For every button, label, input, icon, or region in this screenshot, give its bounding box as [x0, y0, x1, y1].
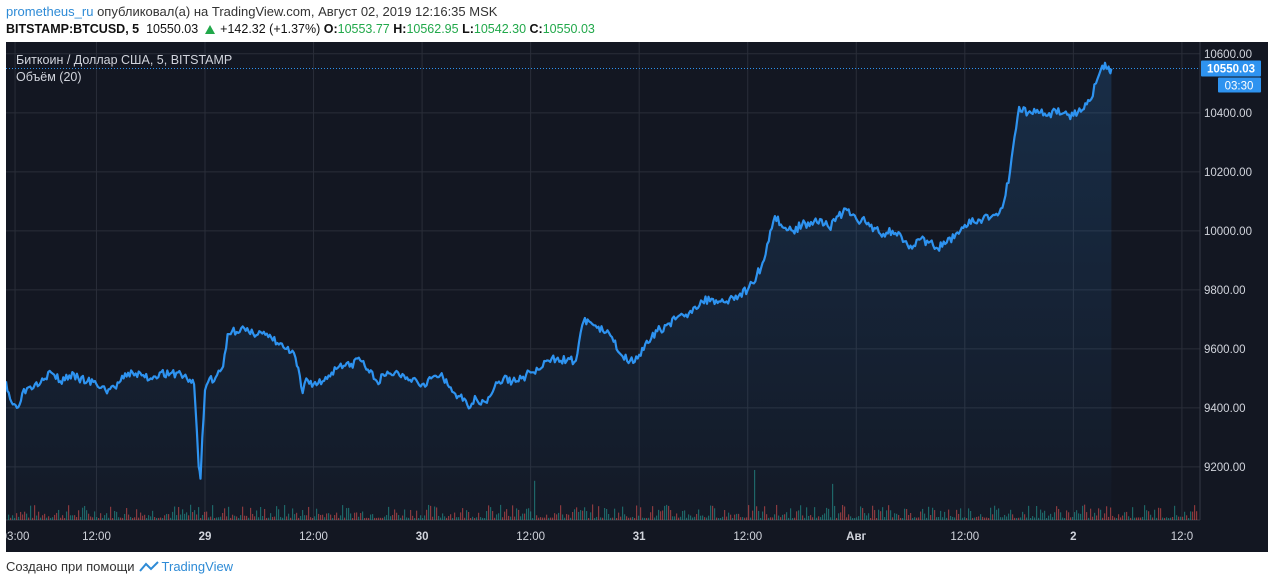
x-tick-label: 30 — [416, 531, 429, 543]
y-tick-label: 9400.00 — [1204, 403, 1246, 415]
volume-bar — [1184, 511, 1186, 520]
x-tick-label: 31 — [633, 531, 646, 543]
volume-bar — [1190, 511, 1192, 520]
volume-bar — [1120, 517, 1122, 520]
volume-bar — [1128, 516, 1130, 520]
tradingview-link[interactable]: TradingView — [161, 559, 234, 574]
volume-bar — [1164, 517, 1166, 520]
volume-bar — [1134, 517, 1136, 520]
volume-bar — [1186, 515, 1188, 520]
timer-badge — [1218, 77, 1261, 93]
x-tick-label: 12:00 — [950, 531, 979, 543]
chart-legend-title: Биткоин / Доллар США, 5, BITSTAMP — [16, 53, 233, 67]
volume-bar — [1168, 518, 1170, 520]
volume-bar — [1170, 517, 1172, 520]
low-value: 10542.30 — [473, 22, 527, 36]
author-link[interactable]: prometheus_ru — [6, 4, 94, 19]
volume-bar — [1148, 511, 1150, 520]
tradingview-logo-icon — [138, 560, 159, 572]
price-chart[interactable]: 10600.00 10400.00 10200.00 10000.00 9800.00 9… — [6, 42, 1268, 552]
price-line — [6, 61, 1113, 480]
volume-bar — [1144, 505, 1146, 520]
volume-bar — [1156, 517, 1158, 520]
volume-bar — [1176, 515, 1178, 520]
price-area — [6, 62, 1112, 521]
footer: Создано при помощи TradingView — [6, 559, 233, 574]
volume-bar — [1130, 517, 1132, 520]
tradingview-brand[interactable]: TradingView — [138, 559, 234, 574]
y-tick-label: 10600.00 — [1204, 49, 1252, 61]
y-tick-label: 9200.00 — [1204, 462, 1246, 474]
volume-bar — [1146, 510, 1148, 520]
volume-bar — [1196, 511, 1198, 520]
volume-bar — [1192, 511, 1194, 520]
x-tick-label: 12:00 — [82, 531, 111, 543]
volume-legend: Объём (20) — [16, 70, 82, 84]
published-text: опубликовал(а) на TradingView.com, Авгус… — [97, 4, 498, 19]
volume-bar — [1154, 509, 1156, 520]
price-change: +142.32 (+1.37%) — [220, 22, 321, 36]
timer-badge-label: 03:30 — [1225, 81, 1254, 93]
high-value: 10562.95 — [406, 22, 459, 36]
volume-bar — [1180, 516, 1182, 520]
volume-bar — [1150, 514, 1152, 520]
volume-bar — [1174, 505, 1176, 520]
high-label: H: — [393, 22, 407, 36]
close-label: C: — [529, 22, 543, 36]
x-tick-label: 29 — [199, 531, 212, 543]
price-badge-label: 10550.03 — [1207, 64, 1255, 76]
volume-bar — [1126, 511, 1128, 520]
x-tick-label: 12:00 — [733, 531, 762, 543]
volume-bar — [1112, 515, 1114, 520]
volume-bar — [1122, 515, 1124, 520]
volume-bar — [1136, 517, 1138, 520]
volume-bar — [1124, 512, 1126, 520]
volume-bar — [1138, 517, 1140, 520]
y-tick-label: 10400.00 — [1204, 108, 1252, 120]
x-tick-label: Авг — [846, 531, 866, 543]
last-price: 10550.03 — [146, 22, 199, 36]
close-value: 10550.03 — [542, 22, 595, 36]
created-with-text: Создано при помощи — [6, 559, 135, 574]
volume-bar — [1158, 507, 1160, 520]
volume-bar — [1152, 517, 1154, 520]
volume-bar — [1160, 508, 1162, 520]
volume-bar — [1166, 517, 1168, 520]
volume-bar — [1188, 517, 1190, 520]
volume-bar — [1142, 516, 1144, 520]
volume-bar — [1178, 516, 1180, 520]
x-tick-label: 12:00 — [516, 531, 545, 543]
volume-bar — [1140, 517, 1142, 520]
chart-panel[interactable]: 10600.00 10400.00 10200.00 10000.00 9800.00 9… — [6, 42, 1268, 552]
x-tick-label: 12:0 — [1171, 531, 1193, 543]
volume-bar — [1194, 505, 1196, 520]
x-tick-label: 12:00 — [299, 531, 328, 543]
x-tick-label: 03:00 — [6, 531, 29, 543]
publish-header: prometheus_ru опубликовал(а) на TradingV… — [6, 4, 497, 19]
price-badge — [1201, 60, 1261, 77]
symbol-label: BITSTAMP:BTCUSD, 5 — [6, 22, 140, 36]
open-label: O: — [323, 22, 338, 36]
volume-bar — [1116, 517, 1118, 520]
volume-bar — [1114, 517, 1116, 520]
volume-bar — [1172, 516, 1174, 520]
y-tick-label: 10000.00 — [1204, 226, 1252, 238]
volume-bar — [1132, 507, 1134, 520]
ohlc-line: BITSTAMP:BTCUSD, 5 10550.03 +142.32 (+1.… — [6, 22, 595, 36]
volume-bar — [1118, 514, 1120, 520]
up-arrow-icon — [204, 25, 215, 34]
y-tick-label: 9600.00 — [1204, 344, 1246, 356]
y-tick-label: 9800.00 — [1204, 285, 1246, 297]
y-tick-label: 10200.00 — [1204, 167, 1252, 179]
volume-bar — [1162, 517, 1164, 520]
open-value: 10553.77 — [337, 22, 390, 36]
x-tick-label: 2 — [1070, 531, 1076, 543]
low-label: L: — [462, 22, 474, 36]
volume-bar — [1182, 516, 1184, 520]
